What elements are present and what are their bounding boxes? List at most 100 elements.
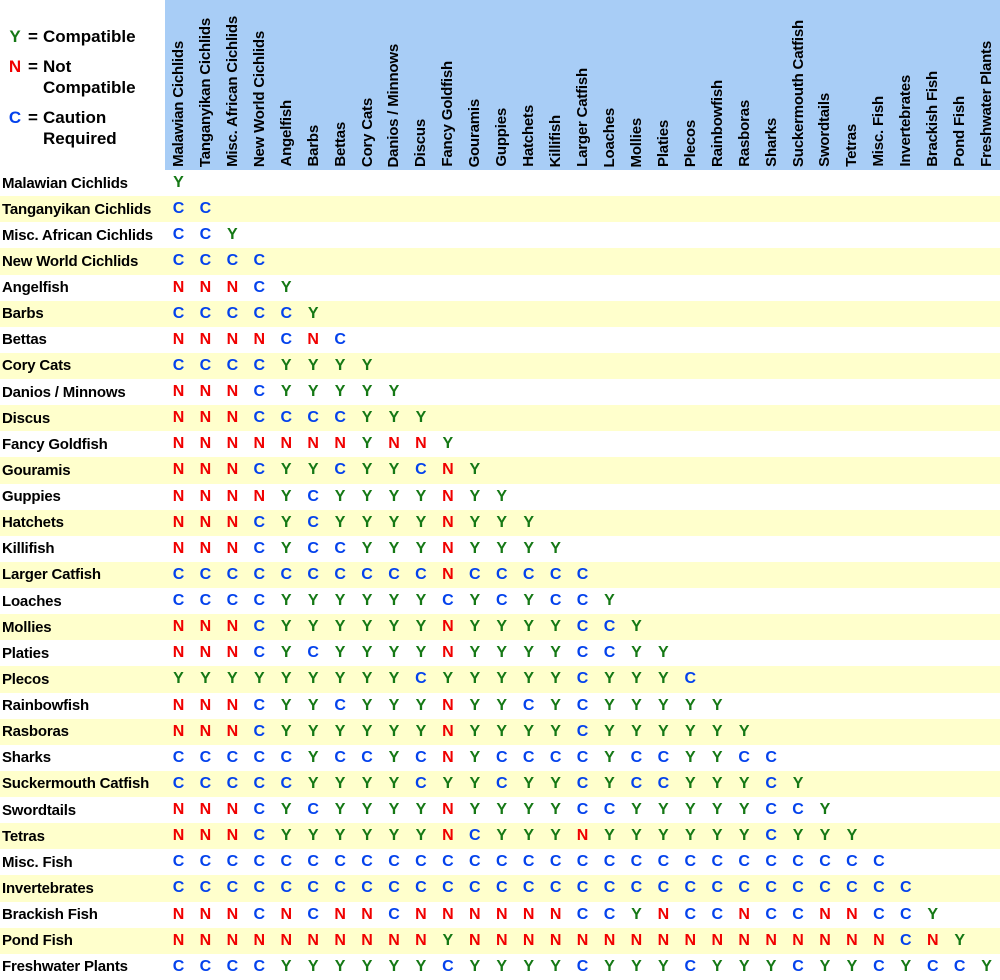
cell-rainbowfish-vs-guppies: Y	[496, 696, 508, 714]
cell-larger-catfish-vs-misc-african-cichlids: C	[226, 565, 239, 583]
legend-equals: =	[28, 108, 38, 127]
cell-freshwater-plants-vs-freshwater-plants: Y	[981, 957, 992, 975]
cell-misc-fish-vs-rasboras: C	[738, 853, 750, 871]
cell-freshwater-plants-vs-fancy-goldfish: C	[442, 957, 454, 975]
cell-guppies-vs-fancy-goldfish: N	[442, 487, 454, 505]
cell-angelfish-vs-angelfish: Y	[280, 278, 292, 296]
cell-barbs-vs-misc-african-cichlids: C	[226, 304, 239, 322]
cell-invertebrates-vs-bettas: C	[334, 879, 346, 897]
row-label: Freshwater Plants	[2, 958, 128, 976]
cell-fancy-goldfish-vs-new-world-cichlids: N	[253, 435, 266, 453]
cell-brackish-fish-vs-bettas: N	[334, 905, 346, 923]
legend-equals: =	[28, 57, 38, 76]
cell-freshwater-plants-vs-pond-fish: C	[953, 957, 966, 975]
cell-swordtails-vs-discus: Y	[415, 801, 427, 819]
cell-killifish-vs-discus: Y	[415, 539, 427, 557]
cell-rasboras-vs-rainbowfish: Y	[711, 722, 723, 740]
cell-suckermouth-catfish-vs-cory-cats: Y	[361, 774, 373, 792]
cell-rasboras-vs-cory-cats: Y	[361, 722, 373, 740]
matrix-row-misc-african-cichlids: Misc. African Cichlids C C Y	[0, 222, 1000, 249]
cell-freshwater-plants-vs-swordtails: Y	[819, 957, 831, 975]
cell-brackish-fish-vs-gouramis: N	[469, 905, 481, 923]
cell-misc-fish-vs-fancy-goldfish: C	[442, 853, 454, 871]
cell-freshwater-plants-vs-sharks: Y	[765, 957, 777, 975]
cell-danios-minnows-vs-new-world-cichlids: C	[253, 383, 266, 401]
cell-freshwater-plants-vs-angelfish: Y	[280, 957, 292, 975]
cell-platies-vs-mollies: Y	[631, 644, 642, 662]
cell-pond-fish-vs-swordtails: N	[819, 931, 831, 949]
cell-killifish-vs-gouramis: Y	[469, 539, 481, 557]
matrix-row-malawian-cichlids: Malawian Cichlids Y	[0, 170, 1000, 197]
column-header-danios-minnows: Danios / Minnows	[381, 0, 408, 170]
cell-suckermouth-catfish-vs-discus: C	[415, 774, 427, 792]
cell-plecos-vs-platies: Y	[658, 670, 669, 688]
cell-misc-fish-vs-guppies: C	[495, 853, 508, 871]
cell-cory-cats-vs-tanganyikan-cichlids: C	[199, 356, 212, 374]
cell-swordtails-vs-sharks: C	[765, 801, 777, 819]
cell-swordtails-vs-danios-minnows: Y	[388, 801, 400, 819]
column-header-misc-african-cichlids: Misc. African Cichlids	[219, 0, 246, 170]
cell-fancy-goldfish-vs-fancy-goldfish: Y	[442, 435, 454, 453]
cell-rainbowfish-vs-new-world-cichlids: C	[253, 696, 266, 714]
cell-misc-fish-vs-loaches: C	[603, 853, 616, 871]
cell-guppies-vs-angelfish: Y	[280, 487, 292, 505]
cell-danios-minnows-vs-malawian-cichlids: N	[172, 383, 185, 401]
cell-freshwater-plants-vs-cory-cats: Y	[361, 957, 373, 975]
cell-sharks-vs-killifish: C	[549, 748, 562, 766]
legend-label-not-compatible: Not Compatible	[43, 57, 136, 97]
column-header-label: Gouramis	[466, 98, 484, 167]
cell-suckermouth-catfish-vs-misc-african-cichlids: C	[226, 774, 239, 792]
matrix-row-platies: Platies N N N C Y C Y Y Y Y N Y Y Y Y C C Y Y	[0, 640, 1000, 667]
cell-rasboras-vs-killifish: Y	[550, 722, 561, 740]
matrix-body: Malawian Cichlids Y Tanganyikan Cichlids C C…	[0, 170, 1000, 980]
cell-rasboras-vs-hatchets: Y	[523, 722, 534, 740]
cell-pond-fish-vs-cory-cats: N	[361, 931, 373, 949]
cell-suckermouth-catfish-vs-plecos: Y	[684, 774, 696, 792]
cell-pond-fish-vs-fancy-goldfish: Y	[442, 931, 454, 949]
cell-mollies-vs-angelfish: Y	[280, 618, 292, 636]
matrix-row-angelfish: Angelfish N N N C Y	[0, 274, 1000, 301]
cell-suckermouth-catfish-vs-mollies: C	[630, 774, 643, 792]
matrix-row-barbs: Barbs C C C C C Y	[0, 300, 1000, 327]
matrix-row-loaches: Loaches C C C C Y Y Y Y Y Y C Y C Y C C Y	[0, 588, 1000, 615]
cell-tetras-vs-barbs: Y	[307, 827, 319, 845]
cell-mollies-vs-tanganyikan-cichlids: N	[199, 618, 212, 636]
column-header-bettas: Bettas	[327, 0, 354, 170]
cell-invertebrates-vs-platies: C	[657, 879, 670, 897]
cell-brackish-fish-vs-tanganyikan-cichlids: N	[199, 905, 212, 923]
cell-plecos-vs-gouramis: Y	[469, 670, 481, 688]
column-header-label: Invertebrates	[897, 75, 915, 167]
cell-swordtails-vs-plecos: Y	[684, 801, 696, 819]
cell-freshwater-plants-vs-brackish-fish: C	[926, 957, 939, 975]
cell-rasboras-vs-angelfish: Y	[280, 722, 292, 740]
cell-danios-minnows-vs-barbs: Y	[307, 383, 319, 401]
cell-rasboras-vs-new-world-cichlids: C	[253, 722, 266, 740]
cell-larger-catfish-vs-discus: C	[415, 565, 427, 583]
cell-swordtails-vs-rainbowfish: Y	[711, 801, 723, 819]
cell-danios-minnows-vs-tanganyikan-cichlids: N	[199, 383, 212, 401]
cell-rainbowfish-vs-malawian-cichlids: N	[172, 696, 185, 714]
column-header-pond-fish: Pond Fish	[946, 0, 973, 170]
cell-platies-vs-bettas: Y	[334, 644, 346, 662]
cell-invertebrates-vs-sharks: C	[765, 879, 777, 897]
cell-brackish-fish-vs-new-world-cichlids: C	[253, 905, 266, 923]
cell-suckermouth-catfish-vs-loaches: Y	[604, 774, 615, 792]
cell-larger-catfish-vs-fancy-goldfish: N	[442, 565, 454, 583]
cell-brackish-fish-vs-invertebrates: C	[900, 905, 912, 923]
cell-new-world-cichlids-vs-new-world-cichlids: C	[253, 252, 266, 270]
cell-pond-fish-vs-killifish: N	[549, 931, 562, 949]
cell-platies-vs-guppies: Y	[496, 644, 508, 662]
cell-platies-vs-malawian-cichlids: N	[172, 644, 185, 662]
cell-misc-fish-vs-bettas: C	[334, 853, 346, 871]
cell-gouramis-vs-discus: C	[415, 461, 427, 479]
cell-platies-vs-danios-minnows: Y	[388, 644, 400, 662]
cell-sharks-vs-fancy-goldfish: N	[442, 748, 454, 766]
cell-tetras-vs-bettas: Y	[334, 827, 346, 845]
cell-invertebrates-vs-suckermouth-catfish: C	[792, 879, 804, 897]
cell-pond-fish-vs-bettas: N	[334, 931, 346, 949]
cell-gouramis-vs-gouramis: Y	[469, 461, 481, 479]
cell-suckermouth-catfish-vs-rasboras: Y	[738, 774, 750, 792]
